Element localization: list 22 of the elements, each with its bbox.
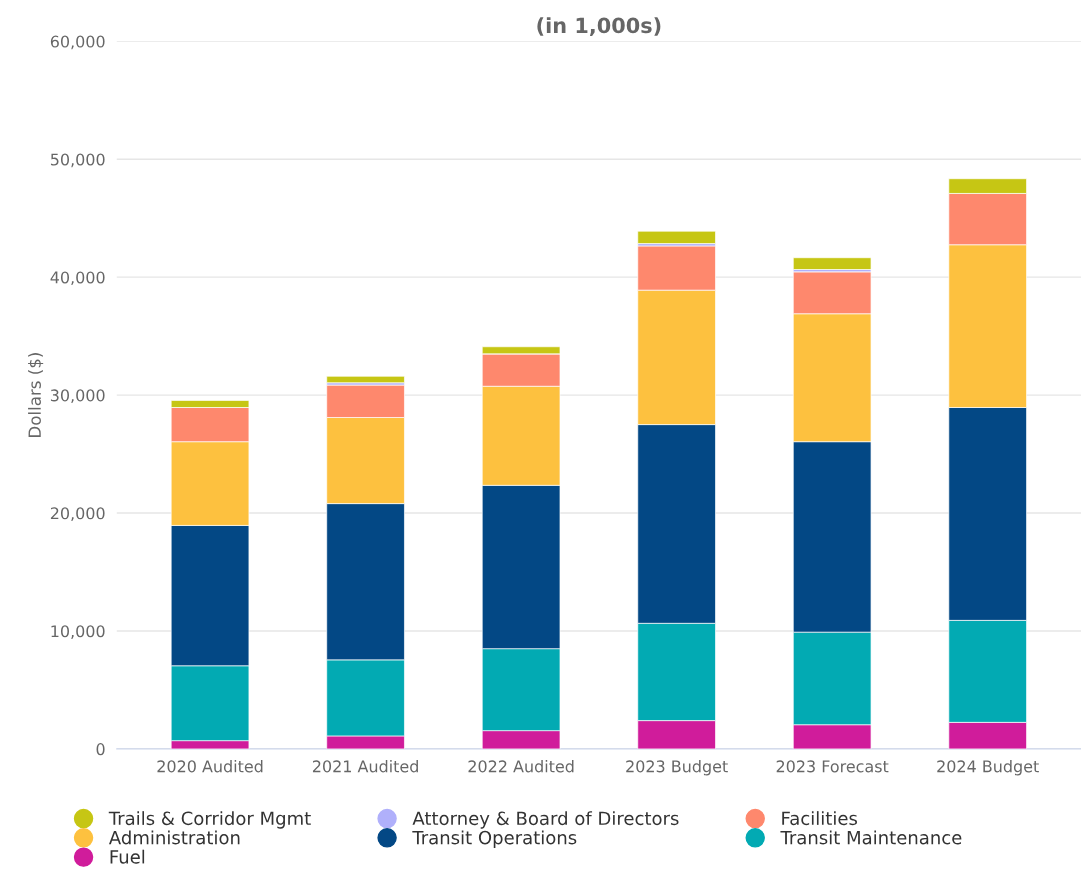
y-tick-label: 40,000 (50, 271, 105, 286)
x-tick-label: 2024 Budget (937, 760, 1039, 776)
y-axis-title: Dollars ($) (28, 353, 44, 437)
x-tick-label: 2023 Forecast (776, 760, 889, 773)
x-tick-label: 2020 Audited (157, 760, 263, 773)
x-tick-label: 2021 Audited (312, 760, 418, 773)
legend-label: Attorney & Board of Directors (412, 811, 679, 829)
chart-title: (in 1,000s) (537, 17, 661, 36)
y-tick-label: 30,000 (50, 389, 105, 404)
x-tick-label: 2022 Audited (468, 760, 574, 773)
y-tick-label: 0 (96, 743, 105, 756)
y-tick-label: 60,000 (50, 35, 105, 50)
legend-label: Transit Maintenance (780, 830, 962, 845)
legend-label: Fuel (110, 849, 145, 864)
legend-label: Trails & Corridor Mgmt (108, 811, 311, 829)
legend-label: Administration (108, 830, 240, 845)
x-tick-label: 2023 Budget (626, 760, 728, 776)
y-tick-label: 20,000 (50, 507, 105, 521)
legend-label: Facilities (782, 811, 858, 826)
y-tick-label: 50,000 (50, 153, 105, 168)
y-tick-label: 10,000 (51, 625, 105, 639)
legend-label: Transit Operations (412, 830, 577, 848)
